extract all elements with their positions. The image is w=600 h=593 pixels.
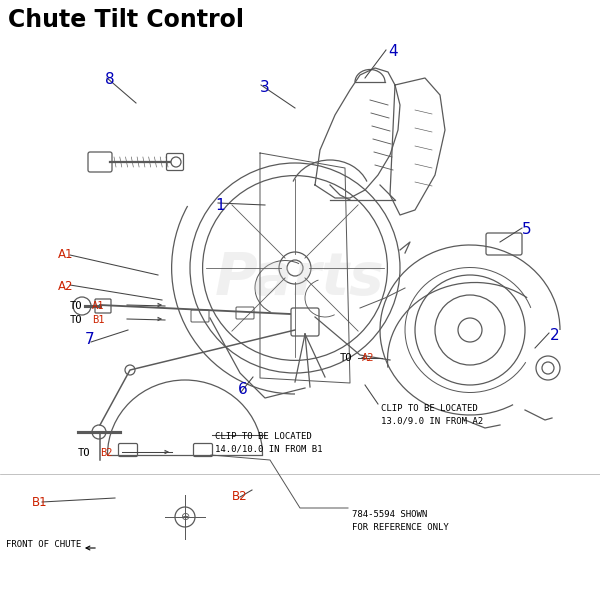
Text: TO: TO [70, 301, 83, 311]
Text: 1: 1 [215, 197, 225, 212]
Text: Chute Tilt Control: Chute Tilt Control [8, 8, 244, 32]
Text: 5: 5 [522, 222, 532, 238]
Text: FOR REFERENCE ONLY: FOR REFERENCE ONLY [352, 523, 449, 532]
Text: TO: TO [78, 448, 91, 458]
Text: Parts: Parts [215, 250, 385, 307]
Text: CLIP TO BE LOCATED: CLIP TO BE LOCATED [215, 432, 312, 441]
Text: 784-5594 SHOWN: 784-5594 SHOWN [352, 510, 427, 519]
Text: 2: 2 [550, 327, 560, 343]
Text: A2: A2 [362, 353, 374, 363]
Text: $\oplus$: $\oplus$ [180, 512, 190, 522]
Text: FRONT OF CHUTE: FRONT OF CHUTE [6, 540, 81, 549]
Text: 3: 3 [260, 81, 270, 95]
Text: 6: 6 [238, 382, 248, 397]
Text: TO: TO [70, 315, 83, 325]
Text: 7: 7 [85, 333, 95, 347]
Text: TO: TO [340, 353, 353, 363]
Text: CLIP TO BE LOCATED: CLIP TO BE LOCATED [381, 404, 478, 413]
Text: A2: A2 [58, 279, 74, 292]
Text: A1: A1 [92, 301, 104, 311]
Text: B1: B1 [32, 496, 47, 509]
Text: 14.0/10.0 IN FROM B1: 14.0/10.0 IN FROM B1 [215, 445, 323, 454]
Text: B1: B1 [92, 315, 104, 325]
Text: B2: B2 [100, 448, 113, 458]
Text: 4: 4 [388, 44, 398, 59]
Text: A1: A1 [58, 248, 74, 262]
Text: 13.0/9.0 IN FROM A2: 13.0/9.0 IN FROM A2 [381, 417, 483, 426]
Text: B2: B2 [232, 490, 248, 503]
Text: 8: 8 [105, 72, 115, 88]
